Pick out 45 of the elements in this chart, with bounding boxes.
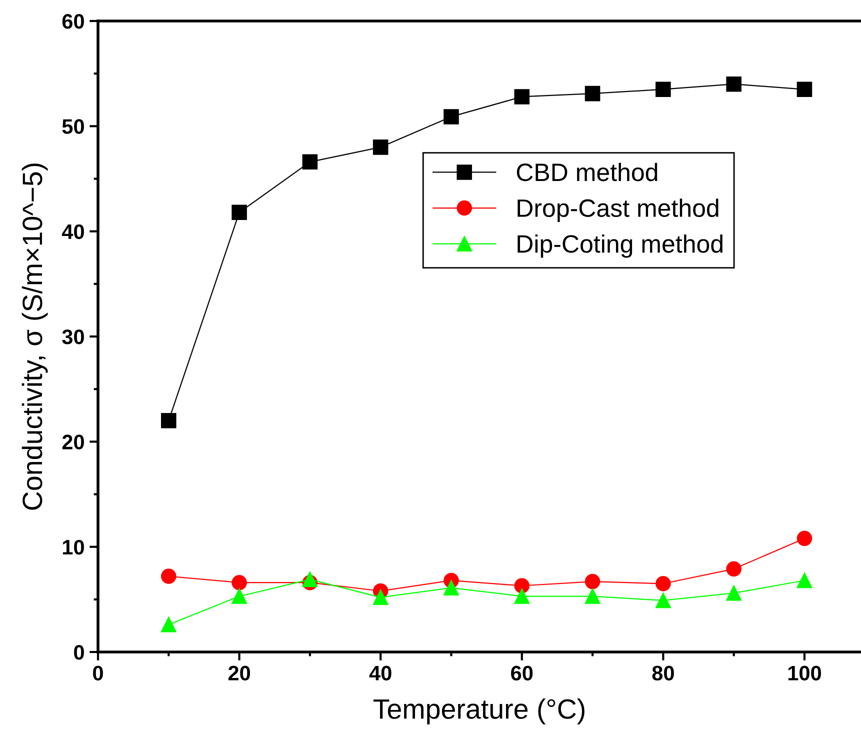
y-tick-label: 10 <box>62 540 84 555</box>
y-tick-label: 50 <box>62 119 84 134</box>
point <box>656 592 671 608</box>
y-tick-label: 30 <box>62 330 84 344</box>
y-tick-label: 60 <box>62 14 84 29</box>
y-tick-label: 0 <box>74 645 84 660</box>
x-tick-label: 0 <box>93 666 103 680</box>
point <box>796 572 812 588</box>
point <box>514 588 530 604</box>
point <box>444 109 459 124</box>
y-tick-label: 40 <box>62 224 84 240</box>
point <box>584 574 600 590</box>
point <box>161 568 176 584</box>
x-tick-label: 60 <box>511 666 533 680</box>
point <box>726 561 742 577</box>
point <box>161 617 176 632</box>
legend-label: Drop-Cast method <box>518 198 718 222</box>
legend-label: CBD method <box>516 162 658 182</box>
y-axis-title: Conductivity, σ (S/m×10^−5) <box>22 164 48 510</box>
point <box>302 154 318 170</box>
x-tick-label: 80 <box>652 666 674 680</box>
y-tick-label: 20 <box>62 434 84 450</box>
point <box>726 76 742 92</box>
point <box>444 580 459 596</box>
point <box>232 588 247 604</box>
x-axis-title: Temperature (°C) <box>373 698 584 724</box>
point <box>232 574 247 590</box>
point <box>232 204 247 220</box>
point <box>514 89 530 104</box>
point <box>372 590 388 605</box>
x-tick-label: 20 <box>228 666 250 680</box>
point <box>726 585 742 601</box>
legend-label: Dip-Coting method <box>518 234 722 258</box>
point <box>656 82 671 97</box>
x-tick-label: 40 <box>369 666 392 680</box>
point <box>796 530 812 546</box>
point <box>372 140 388 155</box>
point <box>584 86 600 102</box>
point <box>656 576 671 592</box>
point <box>584 588 600 604</box>
point <box>796 82 812 97</box>
point <box>161 412 176 428</box>
x-tick-label: 100 <box>788 666 822 680</box>
point <box>302 572 318 588</box>
point <box>514 578 530 594</box>
